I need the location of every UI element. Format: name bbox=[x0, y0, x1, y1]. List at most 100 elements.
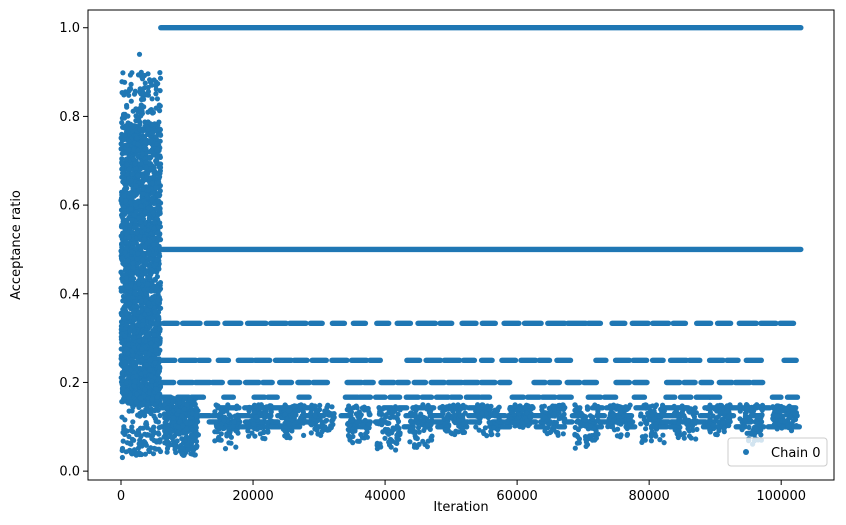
data-point bbox=[119, 255, 125, 261]
data-point bbox=[308, 430, 314, 436]
data-point bbox=[367, 412, 373, 418]
y-tick-label: 0.6 bbox=[59, 199, 80, 214]
data-point bbox=[688, 435, 694, 441]
data-point bbox=[173, 444, 179, 450]
data-point bbox=[609, 424, 616, 430]
plateau-band bbox=[160, 320, 180, 326]
plateau-band bbox=[631, 394, 648, 400]
data-point bbox=[183, 426, 190, 432]
plateau-band bbox=[374, 320, 392, 326]
data-point bbox=[153, 91, 159, 97]
data-point bbox=[138, 395, 144, 401]
data-point bbox=[135, 141, 141, 147]
plateau-band bbox=[667, 357, 690, 363]
data-point bbox=[675, 428, 681, 434]
data-point bbox=[148, 427, 154, 433]
data-point bbox=[147, 238, 153, 244]
data-point bbox=[387, 415, 393, 421]
data-point bbox=[171, 419, 177, 425]
data-point bbox=[135, 72, 142, 78]
data-point bbox=[124, 171, 130, 177]
y-tick-label: 1.0 bbox=[59, 21, 80, 36]
data-point bbox=[142, 311, 148, 317]
data-point bbox=[562, 416, 568, 422]
data-point bbox=[444, 428, 450, 434]
data-point bbox=[140, 318, 146, 324]
data-point bbox=[142, 209, 148, 215]
data-point bbox=[130, 352, 136, 358]
data-point bbox=[793, 423, 800, 429]
data-point bbox=[737, 416, 743, 422]
data-point bbox=[185, 447, 191, 453]
data-point bbox=[149, 197, 155, 203]
data-point bbox=[157, 174, 163, 180]
plateau-band bbox=[342, 394, 361, 400]
data-point bbox=[119, 90, 125, 96]
data-point bbox=[142, 369, 148, 375]
data-point bbox=[545, 425, 551, 431]
data-point bbox=[119, 79, 125, 85]
plateau-band bbox=[706, 357, 726, 363]
data-point bbox=[408, 426, 414, 432]
data-point bbox=[126, 408, 132, 414]
data-point bbox=[134, 303, 140, 309]
data-point bbox=[193, 395, 199, 401]
plateau-band bbox=[179, 320, 203, 326]
data-point bbox=[582, 434, 589, 440]
data-point bbox=[139, 357, 145, 363]
data-point bbox=[250, 421, 257, 427]
data-point bbox=[737, 402, 743, 408]
data-point bbox=[487, 420, 493, 426]
data-point bbox=[411, 442, 418, 448]
plateau-band bbox=[554, 357, 574, 363]
data-point bbox=[261, 429, 267, 436]
data-point bbox=[136, 404, 142, 410]
data-point bbox=[495, 427, 501, 433]
data-point bbox=[353, 411, 359, 417]
data-point bbox=[542, 414, 548, 420]
data-point bbox=[300, 409, 306, 415]
data-point bbox=[527, 413, 533, 420]
data-point bbox=[138, 96, 145, 103]
data-point bbox=[125, 113, 131, 119]
plateau-band bbox=[158, 357, 178, 363]
data-point bbox=[325, 403, 331, 410]
data-point bbox=[686, 427, 692, 433]
data-point bbox=[140, 104, 146, 110]
data-point bbox=[476, 420, 482, 426]
data-point bbox=[149, 130, 155, 136]
y-axis-label: Acceptance ratio bbox=[9, 190, 24, 300]
data-point bbox=[748, 431, 755, 437]
data-point bbox=[561, 411, 567, 417]
data-point bbox=[131, 91, 138, 97]
data-point bbox=[353, 403, 359, 409]
plateau-band bbox=[176, 379, 196, 386]
data-point bbox=[407, 439, 413, 445]
data-point bbox=[685, 423, 691, 429]
data-point bbox=[572, 431, 578, 437]
plateau-band bbox=[694, 320, 714, 326]
data-point bbox=[717, 409, 723, 415]
data-point bbox=[360, 405, 366, 411]
data-point bbox=[428, 405, 434, 411]
data-point bbox=[691, 420, 698, 426]
data-point bbox=[133, 373, 139, 379]
data-point bbox=[725, 414, 731, 420]
data-point bbox=[509, 405, 515, 411]
x-axis-label: Iteration bbox=[433, 500, 488, 515]
data-point bbox=[126, 295, 132, 301]
data-point bbox=[157, 70, 163, 76]
data-point bbox=[128, 367, 134, 373]
data-point bbox=[428, 435, 434, 441]
data-point bbox=[481, 430, 487, 437]
data-point bbox=[286, 421, 292, 427]
data-point bbox=[721, 425, 727, 432]
plateau-band bbox=[697, 413, 711, 419]
data-point bbox=[157, 138, 163, 144]
data-point bbox=[123, 183, 129, 189]
data-point bbox=[119, 151, 125, 157]
data-point bbox=[140, 191, 147, 197]
data-point bbox=[382, 426, 388, 432]
data-point bbox=[440, 403, 446, 410]
data-point bbox=[156, 369, 162, 375]
